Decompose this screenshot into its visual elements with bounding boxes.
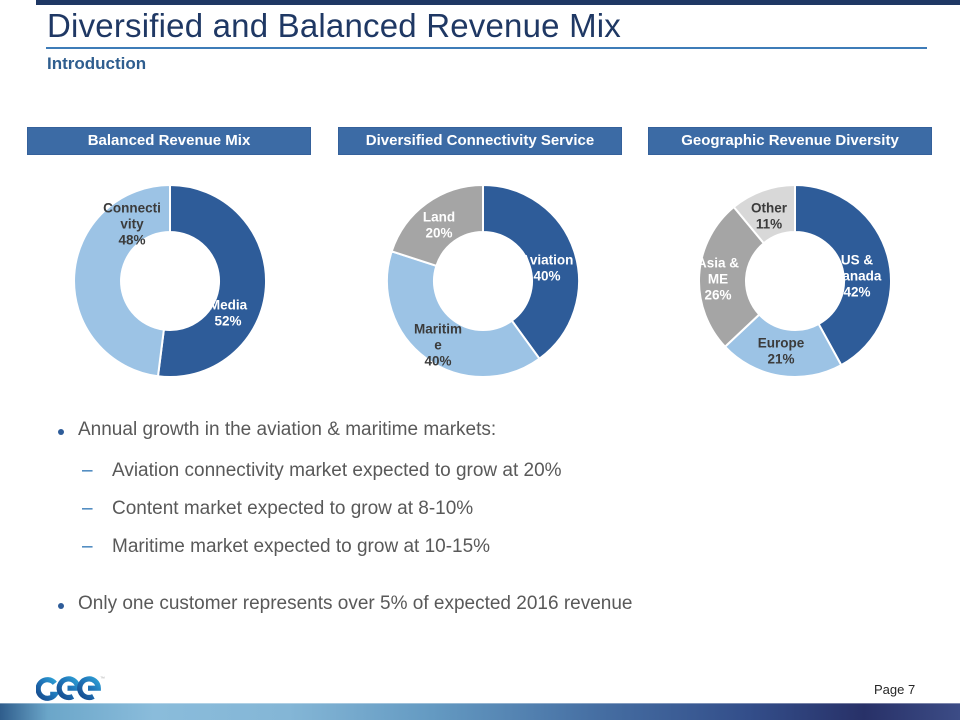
donut-chart-geographic-revenue-diversity: US & Canada 42% Europe 21% Asia & ME 26% Other 11…: [697, 183, 893, 379]
sub-bullet-dash: –: [82, 536, 93, 557]
donut-slice-connectivity: [73, 183, 171, 378]
donut-label-asia-me: Asia & ME 26%: [697, 256, 739, 303]
bullet-annual-growth: Annual growth in the aviation & maritime…: [78, 419, 497, 440]
bullet-marker: [58, 429, 64, 435]
donut-slice-other: [732, 183, 796, 245]
donut-label-other: Other 11%: [751, 201, 788, 232]
donut-label-connectivity: Connecti vity 48%: [103, 201, 161, 248]
sub-bullet-maritime-growth: Maritime market expected to grow at 10-1…: [112, 536, 491, 557]
sub-bullet-aviation-growth: Aviation connectivity market expected to…: [112, 460, 562, 481]
panel-header-balanced-revenue-mix: Balanced Revenue Mix: [27, 127, 311, 155]
logo-letter-g: [36, 677, 61, 701]
sub-bullet-dash: –: [82, 460, 93, 481]
donut-slice-us-canada: [794, 183, 893, 367]
page-number: Page 7: [874, 682, 916, 697]
logo-letter-e: [56, 676, 81, 701]
donut-slice-aviation: [482, 183, 580, 361]
bullet-marker: [58, 603, 64, 609]
donut-label-maritime: Maritim e 40%: [414, 322, 462, 369]
donut-label-aviation: Aviation 40%: [521, 253, 574, 284]
gee-logo: ™: [36, 676, 105, 701]
donut-label-media: Media 52%: [209, 298, 248, 329]
top-accent-bar: [36, 0, 960, 5]
donut-label-us-canada: US & Canada 42%: [833, 253, 882, 300]
sub-bullet-content-growth: Content market expected to grow at 8-10%: [112, 498, 474, 519]
logo-letter-e: [77, 676, 101, 701]
donut-label-europe: Europe 21%: [758, 336, 805, 367]
logo-trademark: ™: [100, 676, 105, 682]
page-subtitle: Introduction: [47, 54, 147, 73]
title-underline: [46, 47, 927, 49]
sub-bullet-dash: –: [82, 498, 93, 519]
panel-header-diversified-connectivity-service: Diversified Connectivity Service: [338, 127, 622, 155]
bottom-gradient-bar: [0, 703, 960, 720]
donut-slice-land: [390, 183, 484, 268]
donut-slice-media: [156, 183, 268, 378]
page-title: Diversified and Balanced Revenue Mix: [47, 7, 622, 44]
donut-slice-maritime: [386, 250, 541, 378]
donut-label-land: Land 20%: [423, 210, 455, 241]
donut-chart-balanced-revenue-mix: Media 52% Connecti vity 48%: [73, 183, 268, 378]
panel-header-geographic-revenue-diversity: Geographic Revenue Diversity: [648, 127, 932, 155]
donut-slice-asia-me: [698, 205, 766, 349]
bullet-customer-concentration: Only one customer represents over 5% of …: [78, 593, 633, 614]
donut-chart-diversified-connectivity-service: Aviation 40% Maritim e 40% Land 20%: [386, 183, 580, 378]
